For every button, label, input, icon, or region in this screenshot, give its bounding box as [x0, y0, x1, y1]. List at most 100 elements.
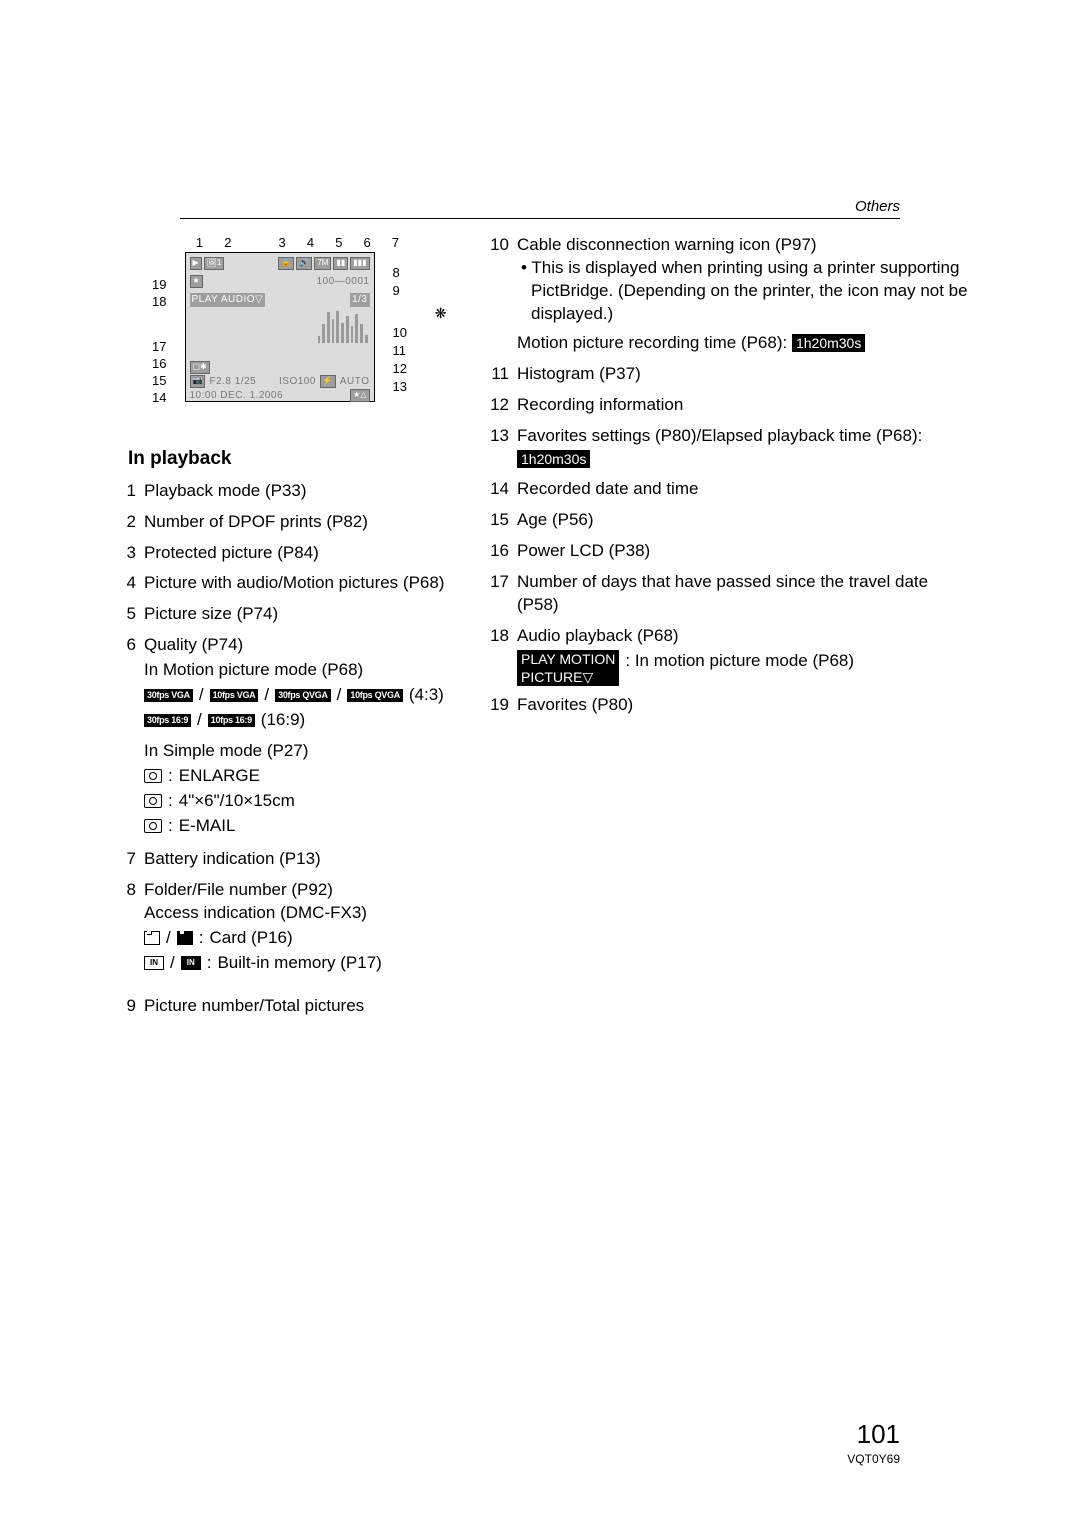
item-text: Protected picture (P84) — [144, 542, 455, 565]
list-item: 18 Audio playback (P68) PLAY MOTION PICT… — [483, 625, 970, 686]
item-text: Age (P56) — [517, 509, 970, 532]
card-access-icon — [177, 931, 193, 945]
simple-item-label: E-MAIL — [179, 815, 236, 838]
enlarge-icon — [144, 769, 162, 783]
lcd-left-num: 17 — [143, 338, 167, 355]
simple-mode-label: In Simple mode (P27) — [144, 740, 455, 763]
dpof-icon: 🖼1 — [204, 257, 225, 270]
lcd-left-num: 16 — [143, 355, 167, 372]
list-item: 12 Recording information — [483, 394, 970, 417]
fps-icon: 10fps QVGA — [347, 689, 403, 702]
item-number: 9 — [110, 995, 144, 1018]
simple-item: : E-MAIL — [144, 815, 455, 838]
item-text: Cable disconnection warning icon (P97) — [517, 234, 970, 257]
lock-icon: 🔒 — [278, 257, 294, 270]
camera-icon: 📷 — [190, 375, 206, 388]
lcd-left-numbers: 19 18 17 16 15 14 — [143, 256, 167, 406]
memory-icon: IN — [144, 956, 164, 970]
aspect-43-label: (4:3) — [409, 684, 444, 707]
list-item: 15 Age (P56) — [483, 509, 970, 532]
cable-warning-icon: ❋ — [435, 304, 447, 323]
star-icon: ★ — [190, 275, 203, 288]
page-footer: 101 VQT0Y69 — [847, 1419, 900, 1466]
item-number: 18 — [483, 625, 517, 686]
item-number: 5 — [110, 603, 144, 626]
time-box: 1h20m30s — [517, 450, 590, 468]
list-item: 6 Quality (P74) In Motion picture mode (… — [110, 634, 455, 840]
item-number: 8 — [110, 879, 144, 977]
audio-icon: 🔊 — [296, 257, 312, 270]
list-item: 9 Picture number/Total pictures — [110, 995, 455, 1018]
item-text: Favorites (P80) — [517, 694, 970, 717]
item-text: Playback mode (P33) — [144, 480, 455, 503]
play-audio-label: PLAY AUDIO▽ — [190, 293, 266, 307]
simple-item-label: 4"×6"/10×15cm — [179, 790, 295, 813]
item-number: 7 — [110, 848, 144, 871]
lcd-left-num: 18 — [143, 293, 167, 310]
list-item: 13 Favorites settings (P80)/Elapsed play… — [483, 425, 970, 471]
simple-item-label: ENLARGE — [179, 765, 260, 788]
item-number: 2 — [110, 511, 144, 534]
fps-icon: 10fps 16:9 — [208, 714, 255, 727]
flash-icon: ⚡ — [320, 375, 336, 388]
builtin-label: Built-in memory (P17) — [217, 952, 381, 975]
lcd-left-num: 19 — [143, 276, 167, 293]
lcd-top-num: 1 — [193, 234, 207, 252]
lcd-screen: ▶ 🖼1 🔒 🔊 7M ▮▮ ▮▮▮ ★ 100—000 — [185, 252, 375, 402]
list-item: 10 Cable disconnection warning icon (P97… — [483, 234, 970, 355]
item-number: 1 — [110, 480, 144, 503]
item-number: 11 — [483, 363, 517, 386]
list-item: 17 Number of days that have passed since… — [483, 571, 970, 617]
lcd-top-num: 2 — [221, 234, 235, 252]
favorites-icon: ★△ — [350, 389, 369, 402]
access-indication-label: Access indication (DMC-FX3) — [144, 902, 455, 925]
item-text: Recording information — [517, 394, 970, 417]
size-icon: 7M — [314, 257, 331, 270]
page-number: 101 — [847, 1419, 900, 1450]
motion-169-icons: 30fps 16:9/ 10fps 16:9 (16:9) — [144, 709, 455, 732]
list-item: 2 Number of DPOF prints (P82) — [110, 511, 455, 534]
header-rule — [180, 218, 900, 219]
playback-heading: In playback — [128, 446, 455, 472]
list-item: 1 Playback mode (P33) — [110, 480, 455, 503]
item-text: Number of DPOF prints (P82) — [144, 511, 455, 534]
item-text: Picture with audio/Motion pictures (P68) — [144, 572, 455, 595]
item-text: Number of days that have passed since th… — [517, 571, 970, 617]
lcd-top-num: 4 — [303, 234, 317, 252]
lcd-right-num: 10 — [393, 324, 423, 342]
item-text: Histogram (P37) — [517, 363, 970, 386]
folder-file-number: 100—0001 — [317, 275, 370, 289]
simple-item: : 4"×6"/10×15cm — [144, 790, 455, 813]
lcd-top-numbers: 1 2 3 4 5 6 7 — [193, 234, 403, 252]
lcd-left-num: 14 — [143, 389, 167, 406]
list-item: 3 Protected picture (P84) — [110, 542, 455, 565]
item-number: 4 — [110, 572, 144, 595]
item-number: 13 — [483, 425, 517, 471]
motion-mode-label: In Motion picture mode (P68) — [144, 659, 455, 682]
item-text: Audio playback (P68) — [517, 625, 970, 648]
exposure-info: F2.8 1/25 — [209, 375, 256, 389]
left-list: 1 Playback mode (P33) 2 Number of DPOF p… — [110, 480, 455, 1018]
motion-picture-suffix: : In motion picture mode (P68) — [625, 650, 854, 673]
item-number: 17 — [483, 571, 517, 617]
motion-43-icons: 30fps VGA/ 10fps VGA/ 30fps QVGA/ 10fps … — [144, 684, 455, 707]
section-header: Others — [855, 198, 900, 215]
counter-label: 1/3 — [350, 293, 369, 307]
item-number: 12 — [483, 394, 517, 417]
lcd-diagram: 1 2 3 4 5 6 7 19 18 17 16 15 14 — [143, 234, 423, 434]
iso-label: ISO100 — [279, 375, 316, 389]
item-text: Folder/File number (P92) — [144, 879, 455, 902]
item-text: Picture number/Total pictures — [144, 995, 455, 1018]
lcd-right-num: 12 — [393, 360, 423, 378]
simple-item: : ENLARGE — [144, 765, 455, 788]
play-motion-box: PLAY MOTION — [517, 650, 619, 668]
list-item: 14 Recorded date and time — [483, 478, 970, 501]
list-item: 11 Histogram (P37) — [483, 363, 970, 386]
lcd-right-numbers: 8 9 10 11 12 13 — [393, 264, 423, 396]
card-label: Card (P16) — [209, 927, 292, 950]
auto-label: AUTO — [340, 375, 370, 389]
item-text: Favorites settings (P80)/Elapsed playbac… — [517, 426, 922, 445]
quality-icon: ▮▮ — [333, 257, 348, 270]
item-number: 6 — [110, 634, 144, 840]
page: Others 1 2 3 4 5 6 7 19 18 — [0, 0, 1080, 1526]
